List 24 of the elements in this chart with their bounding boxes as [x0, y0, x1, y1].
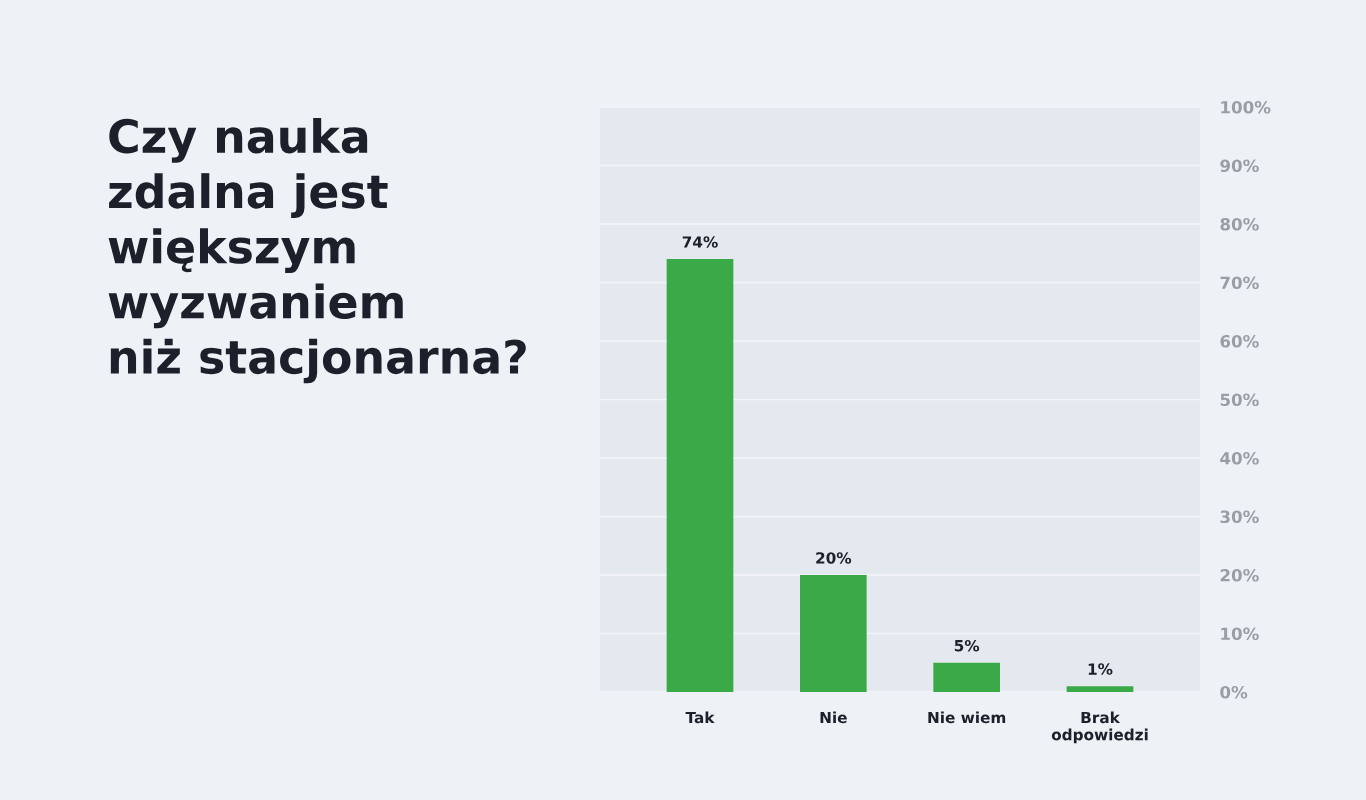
data-label: 1%	[1088, 663, 1113, 675]
y-tick-label: 20%	[1220, 568, 1259, 582]
x-tick-label: Nie wiem	[928, 711, 1006, 724]
data-label: 74%	[682, 236, 718, 248]
bar	[666, 259, 734, 692]
bar	[800, 575, 867, 692]
y-tick-label: 40%	[1220, 451, 1259, 465]
y-tick-label: 50%	[1220, 393, 1259, 407]
data-label: 5%	[954, 639, 980, 652]
y-tick-label: 70%	[1220, 276, 1259, 290]
bar	[933, 662, 1000, 692]
bar	[1066, 686, 1134, 692]
data-label: 20%	[816, 552, 852, 564]
y-tick-label: 0%	[1220, 685, 1248, 699]
x-tick-label: Nie	[820, 711, 847, 724]
y-tick-label: 10%	[1221, 627, 1259, 641]
y-tick-label: 80%	[1220, 217, 1259, 231]
y-tick-label: 100%	[1221, 100, 1271, 114]
y-tick-label: 30%	[1220, 510, 1259, 524]
y-tick-label: 90%	[1220, 159, 1259, 173]
x-tick-label: Brak odpowiedzi	[1051, 711, 1148, 744]
text: Czy nauka zdalna jest większym wyzwaniem niż stacjonarna?	[108, 118, 526, 384]
y-tick-label: 60%	[1220, 334, 1259, 348]
x-tick-label: Tak	[685, 711, 715, 724]
